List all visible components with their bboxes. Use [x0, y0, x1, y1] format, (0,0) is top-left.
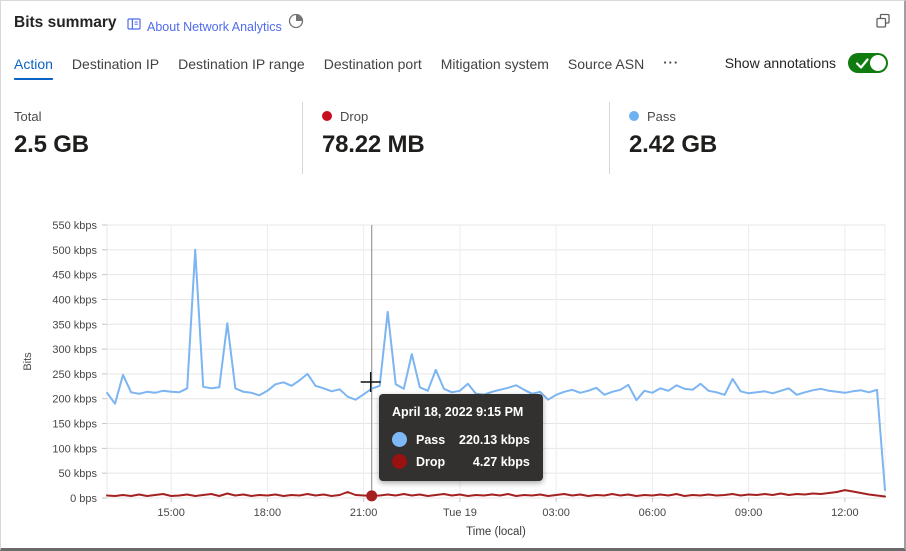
svg-text:50 kbps: 50 kbps [58, 468, 97, 480]
pass-series-dot [392, 432, 407, 447]
tab-destination-port[interactable]: Destination port [323, 56, 422, 72]
chart-canvas[interactable]: 0 bps 50 kbps 100 kbps 150 kbps 200 kbps 250 … [1, 196, 906, 551]
tab-action[interactable]: Action [14, 56, 53, 80]
stat-drop-label: Drop [340, 108, 369, 124]
stat-drop: Drop 78.22 MB [302, 102, 609, 174]
stat-total-value: 2.5 GB [14, 131, 89, 158]
book-icon [127, 17, 141, 36]
svg-text:450 kbps: 450 kbps [52, 270, 97, 282]
svg-text:21:00: 21:00 [350, 507, 378, 519]
about-network-analytics-link[interactable]: About Network Analytics [127, 17, 282, 36]
svg-text:15:00: 15:00 [157, 507, 185, 519]
svg-text:150 kbps: 150 kbps [52, 419, 97, 431]
stat-pass-label: Pass [647, 108, 676, 124]
tab-mitigation-system[interactable]: Mitigation system [440, 56, 549, 72]
drop-legend-dot [322, 111, 332, 121]
tooltip-row-pass: Pass 220.13 kbps [392, 432, 530, 447]
group-by-tabs: Action Destination IP Destination IP ran… [14, 55, 679, 80]
bits-time-series-chart[interactable]: 0 bps 50 kbps 100 kbps 150 kbps 200 kbps 250 … [1, 196, 906, 551]
show-annotations-toggle[interactable] [848, 53, 888, 73]
tab-destination-ip-range[interactable]: Destination IP range [178, 56, 305, 72]
svg-text:550 kbps: 550 kbps [52, 220, 97, 232]
svg-text:Bits: Bits [22, 352, 34, 371]
svg-text:400 kbps: 400 kbps [52, 294, 97, 306]
popout-restore-icon[interactable] [874, 12, 892, 30]
about-link-label: About Network Analytics [147, 19, 282, 34]
svg-text:06:00: 06:00 [639, 507, 667, 519]
svg-text:09:00: 09:00 [735, 507, 763, 519]
stat-total: Total 2.5 GB [1, 102, 302, 174]
tooltip-timestamp: April 18, 2022 9:15 PM [392, 405, 524, 419]
svg-text:100 kbps: 100 kbps [52, 443, 97, 455]
svg-text:0 bps: 0 bps [70, 493, 97, 505]
stat-pass-value: 2.42 GB [629, 131, 717, 158]
tooltip-drop-value: 4.27 kbps [472, 454, 530, 469]
pass-legend-dot [629, 111, 639, 121]
tooltip-pass-label: Pass [416, 432, 446, 447]
toggle-knob [870, 55, 886, 71]
tooltip-drop-label: Drop [416, 454, 446, 469]
tab-destination-ip[interactable]: Destination IP [71, 56, 160, 72]
svg-text:Time (local): Time (local) [466, 526, 526, 538]
chart-tooltip: April 18, 2022 9:15 PM Pass 220.13 kbps … [379, 394, 543, 481]
stat-drop-value: 78.22 MB [322, 131, 425, 158]
summary-stats: Total 2.5 GB Drop 78.22 MB Pass 2.42 GB [1, 102, 904, 174]
tooltip-row-drop: Drop 4.27 kbps [392, 454, 530, 469]
tab-source-asn[interactable]: Source ASN [567, 56, 645, 72]
checkmark-icon [855, 58, 869, 69]
svg-text:500 kbps: 500 kbps [52, 245, 97, 257]
page-title: Bits summary [14, 14, 117, 31]
svg-text:250 kbps: 250 kbps [52, 369, 97, 381]
time-range-pie-icon[interactable] [287, 12, 305, 30]
svg-text:300 kbps: 300 kbps [52, 344, 97, 356]
show-annotations-label: Show annotations [724, 55, 836, 71]
drop-series-dot [392, 454, 407, 469]
stat-total-label: Total [14, 108, 42, 124]
svg-text:03:00: 03:00 [542, 507, 570, 519]
tabs-overflow-button[interactable]: ··· [663, 55, 680, 70]
svg-text:200 kbps: 200 kbps [52, 394, 97, 406]
svg-text:18:00: 18:00 [254, 507, 282, 519]
stat-pass: Pass 2.42 GB [609, 102, 904, 174]
svg-text:Tue 19: Tue 19 [443, 507, 477, 519]
svg-text:12:00: 12:00 [831, 507, 859, 519]
tooltip-pass-value: 220.13 kbps [459, 432, 530, 447]
svg-text:350 kbps: 350 kbps [52, 319, 97, 331]
